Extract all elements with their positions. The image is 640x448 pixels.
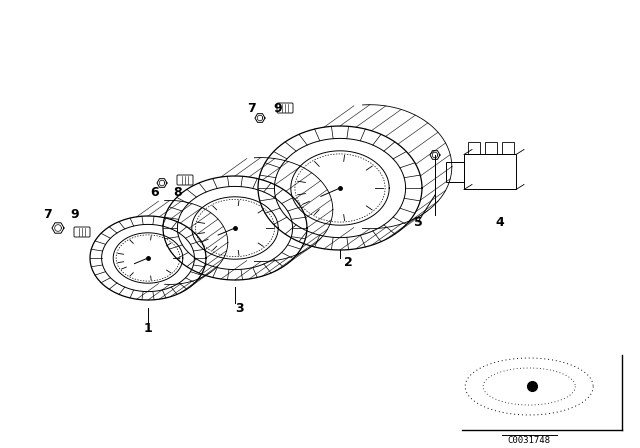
Text: 3: 3 — [236, 302, 244, 314]
Bar — [464, 155, 516, 190]
Bar — [485, 142, 497, 155]
Bar — [446, 162, 464, 182]
Text: C0031748: C0031748 — [508, 436, 550, 445]
Text: 1: 1 — [143, 322, 152, 335]
Text: 4: 4 — [495, 215, 504, 228]
Text: 9: 9 — [70, 208, 79, 221]
Text: 7: 7 — [248, 102, 257, 115]
Bar — [502, 142, 514, 155]
Text: 6: 6 — [150, 185, 159, 198]
Text: 7: 7 — [44, 208, 52, 221]
Text: 2: 2 — [344, 255, 353, 268]
Text: 9: 9 — [274, 102, 282, 115]
Bar — [468, 142, 480, 155]
Text: 5: 5 — [413, 215, 422, 228]
Text: 8: 8 — [173, 185, 182, 198]
